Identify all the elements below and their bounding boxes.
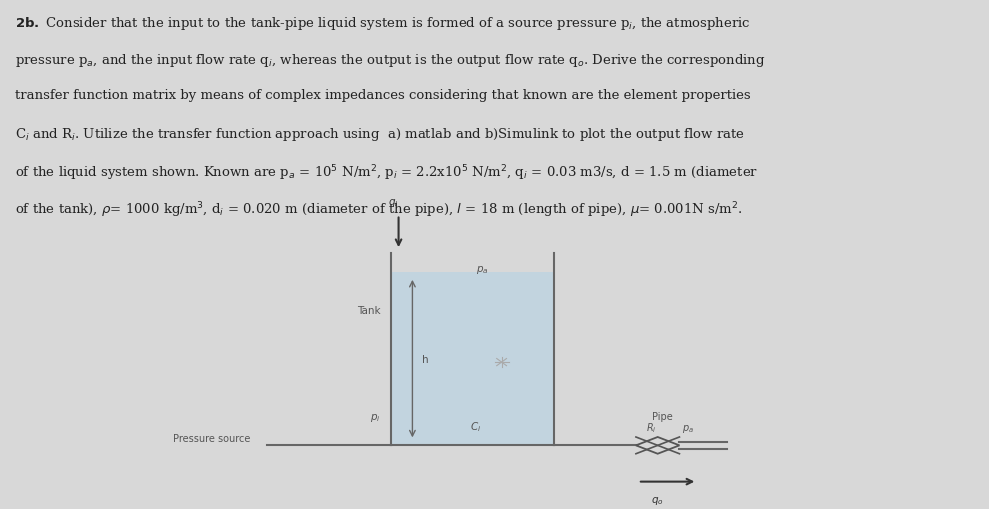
Text: $p_a$: $p_a$ [476, 263, 489, 275]
Text: of the tank), $\rho$= 1000 kg/m$^3$, d$_i$ = 0.020 m (diameter of the pipe), $l$: of the tank), $\rho$= 1000 kg/m$^3$, d$_… [15, 200, 743, 219]
Text: $p_a$: $p_a$ [681, 422, 693, 435]
Text: pressure p$_a$, and the input flow rate q$_i$, whereas the output is the output : pressure p$_a$, and the input flow rate … [15, 52, 765, 69]
Text: C$_i$ and R$_i$. Utilize the transfer function approach using  a) matlab and b)S: C$_i$ and R$_i$. Utilize the transfer fu… [15, 126, 745, 143]
Text: $\mathbf{2b.}$ Consider that the input to the tank-pipe liquid system is formed : $\mathbf{2b.}$ Consider that the input t… [15, 15, 751, 32]
Text: h: h [422, 354, 429, 364]
Text: Pressure source: Pressure source [173, 433, 250, 443]
Text: $q_i$: $q_i$ [389, 196, 399, 209]
Text: $C_i$: $C_i$ [470, 419, 481, 433]
Text: $q_o$: $q_o$ [652, 494, 664, 506]
Bar [391, 272, 554, 445]
Text: Pipe: Pipe [653, 411, 673, 421]
Text: Tank: Tank [357, 306, 381, 316]
Text: $R_i$: $R_i$ [646, 421, 657, 435]
Text: of the liquid system shown. Known are p$_a$ = 10$^5$ N/m$^2$, p$_i$ = 2.2x10$^5$: of the liquid system shown. Known are p$… [15, 163, 758, 183]
Text: $p_i$: $p_i$ [370, 412, 381, 423]
Text: transfer function matrix by means of complex impedances considering that known a: transfer function matrix by means of com… [15, 89, 751, 102]
